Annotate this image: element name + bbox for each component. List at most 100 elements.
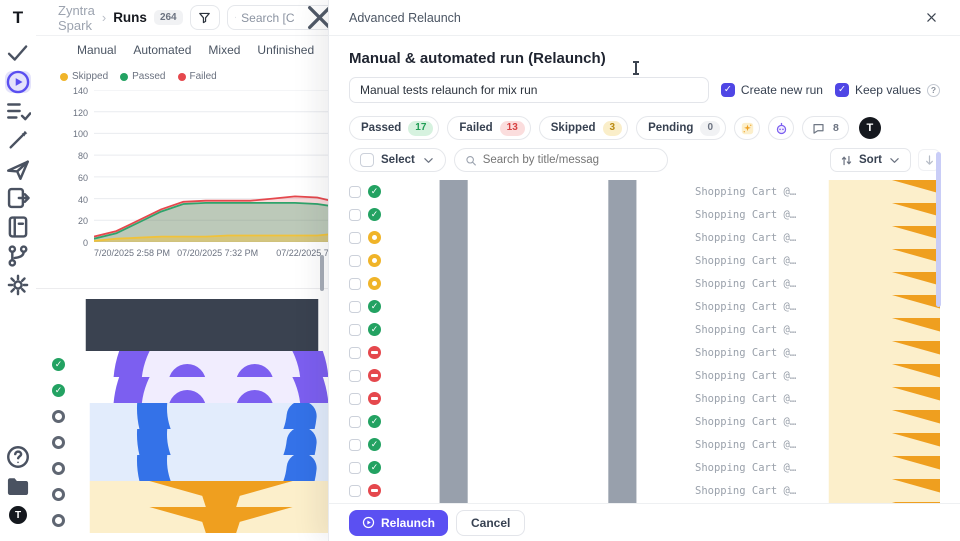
run-row[interactable]: Manual tests at 02 Aug 2025 13:38 from C… — [46, 481, 330, 507]
tests-scrollbar-thumb[interactable] — [936, 152, 941, 307]
test-checkbox[interactable] — [349, 255, 361, 267]
test-checkbox[interactable] — [349, 393, 361, 405]
rail-item[interactable] — [5, 187, 31, 209]
run-row[interactable]: mix origin 25/06 (Relaunch) 1111 15/33 t… — [46, 429, 330, 455]
test-row[interactable]: Shopping Cart @… Edge Case: Removing Ite… — [349, 433, 940, 456]
assignee-avatar[interactable]: T — [859, 117, 881, 139]
breadcrumb-project[interactable]: Zyntra Spark — [58, 3, 95, 33]
status-passed-icon — [368, 185, 381, 198]
test-row[interactable]: Shopping Cart @… Test Removing an Item R… — [349, 479, 940, 502]
create-new-run-label: Create new run — [741, 83, 823, 97]
play-icon — [5, 69, 31, 95]
status-filter-chip[interactable]: Pending 0 — [636, 116, 726, 140]
clipboard-icon — [388, 226, 688, 249]
help-icon[interactable]: ? — [927, 84, 940, 97]
select-all-checkbox[interactable] — [360, 153, 374, 167]
test-checkbox[interactable] — [349, 209, 361, 221]
test-row[interactable]: Shopping Cart @… Removing an Item from t… — [349, 456, 940, 479]
type-filter-chip[interactable] — [734, 116, 760, 140]
rail-item[interactable] — [5, 446, 31, 468]
checkbox-checked-icon[interactable] — [721, 83, 735, 97]
tests-search[interactable] — [454, 148, 668, 172]
manual-test-icon — [810, 479, 940, 502]
select-dropdown[interactable]: Select — [349, 148, 446, 172]
status-filter-chip[interactable]: Passed 17 — [349, 116, 439, 140]
test-row[interactable]: Shopping Cart @… Add multiple different … — [349, 249, 940, 272]
filter-button[interactable] — [190, 5, 220, 30]
manual-test-icon — [810, 226, 940, 249]
search-icon — [235, 11, 237, 24]
y-tick-label: 120 — [73, 108, 88, 118]
automated-icon — [71, 377, 330, 403]
run-title-input[interactable] — [349, 77, 709, 103]
left-scrollbar-thumb[interactable] — [320, 255, 324, 291]
runs-tab[interactable]: Mixed — [208, 43, 240, 57]
rail-item[interactable] — [5, 245, 31, 267]
status-filter-chip[interactable]: Skipped 3 — [539, 116, 628, 140]
test-group: Shopping Cart @… — [695, 324, 803, 336]
test-checkbox[interactable] — [349, 439, 361, 451]
test-checkbox[interactable] — [349, 462, 361, 474]
test-checkbox[interactable] — [349, 324, 361, 336]
runs-search-input[interactable]: Search [C — [227, 5, 345, 30]
run-row[interactable]: Jenkins run (Relaunch) from Release Run … — [46, 377, 330, 403]
test-checkbox[interactable] — [349, 347, 361, 359]
cancel-button[interactable]: Cancel — [456, 510, 525, 536]
relaunch-button[interactable]: Relaunch — [349, 510, 448, 536]
rail-item[interactable] — [5, 216, 31, 238]
run-row[interactable]: test 123 (Relaunch) test 10/22 tests — [46, 455, 330, 481]
rail-item[interactable]: T — [5, 504, 31, 526]
keep-values-checkbox[interactable]: Keep values ? — [835, 83, 940, 97]
rail-item[interactable] — [5, 158, 31, 180]
run-row[interactable]: 123 test relaunch (Relaunch) test 15/23 … — [46, 403, 330, 429]
run-row[interactable]: Bravo milestone 124 tests 34 runs — [46, 299, 330, 325]
test-row[interactable]: Shopping Cart @… Verify Cart Items Are P… — [349, 387, 940, 410]
rail-item[interactable] — [5, 129, 31, 151]
test-row[interactable]: Shopping Cart @… Verify total price calc… — [349, 295, 940, 318]
test-row[interactable]: Shopping Cart @… Test the shopping cart … — [349, 318, 940, 341]
test-group: Shopping Cart @… — [695, 209, 803, 221]
test-row[interactable]: Shopping Cart @… Shopping with placehold… — [349, 203, 940, 226]
advanced-relaunch-panel: Advanced Relaunch Manual & automated run… — [328, 0, 960, 541]
comments-filter-chip[interactable]: 8 — [802, 116, 849, 140]
test-row[interactable]: Shopping Cart @… Add a single item to th… — [349, 180, 940, 203]
run-row[interactable]: Automated tests at 12 Aug 2025 11:08 (Re… — [46, 351, 330, 377]
run-row[interactable]: Merged run 76/76 tests — [46, 507, 330, 533]
rail-item[interactable] — [5, 475, 31, 497]
test-checkbox[interactable] — [349, 485, 361, 497]
legend-label: Passed — [132, 71, 165, 82]
test-checkbox[interactable] — [349, 370, 361, 382]
rail-item[interactable] — [5, 100, 31, 122]
status-filter-chip[interactable]: Failed 13 — [447, 116, 530, 140]
y-tick-label: 0 — [83, 238, 88, 248]
test-row[interactable]: Shopping Cart @… Add an item to the cart… — [349, 364, 940, 387]
create-new-run-checkbox[interactable]: Create new run — [721, 83, 823, 97]
breadcrumb-page[interactable]: Runs — [113, 10, 147, 25]
test-checkbox[interactable] — [349, 301, 361, 313]
test-row[interactable]: Shopping Cart @… Remove an item from the… — [349, 272, 940, 295]
runs-page: Zyntra Spark › Runs 264 Search [C Manual… — [36, 0, 330, 541]
legend-dot-icon — [60, 73, 68, 81]
run-row[interactable]: Build: Version 7.15 69 tests 3 runs — [46, 325, 330, 351]
runs-tab[interactable]: Manual — [77, 43, 116, 57]
rail-item[interactable] — [5, 71, 31, 93]
runs-tab[interactable]: Automated — [133, 43, 191, 57]
manual-icon — [71, 507, 330, 533]
rail-item[interactable] — [5, 274, 31, 296]
rail-item[interactable] — [5, 42, 31, 64]
test-row[interactable]: Shopping Cart @… Test Cart Functionality… — [349, 410, 940, 433]
runs-tab[interactable]: Unfinished — [257, 43, 314, 57]
close-button[interactable] — [920, 7, 942, 29]
tests-search-input[interactable] — [483, 154, 657, 166]
type-filter-chip[interactable] — [768, 116, 794, 140]
checkbox-checked-icon[interactable] — [835, 83, 849, 97]
keep-values-label: Keep values — [855, 83, 921, 97]
test-row[interactable]: Shopping Cart @… Open the shopping cart … — [349, 341, 940, 364]
test-checkbox[interactable] — [349, 186, 361, 198]
sort-button[interactable]: Sort — [830, 148, 911, 172]
test-checkbox[interactable] — [349, 232, 361, 244]
runs-list: Bravo milestone 124 tests 34 runs Build:… — [36, 289, 330, 533]
test-checkbox[interactable] — [349, 278, 361, 290]
test-checkbox[interactable] — [349, 416, 361, 428]
test-row[interactable]: Shopping Cart @… Shopping with placehold… — [349, 226, 940, 249]
